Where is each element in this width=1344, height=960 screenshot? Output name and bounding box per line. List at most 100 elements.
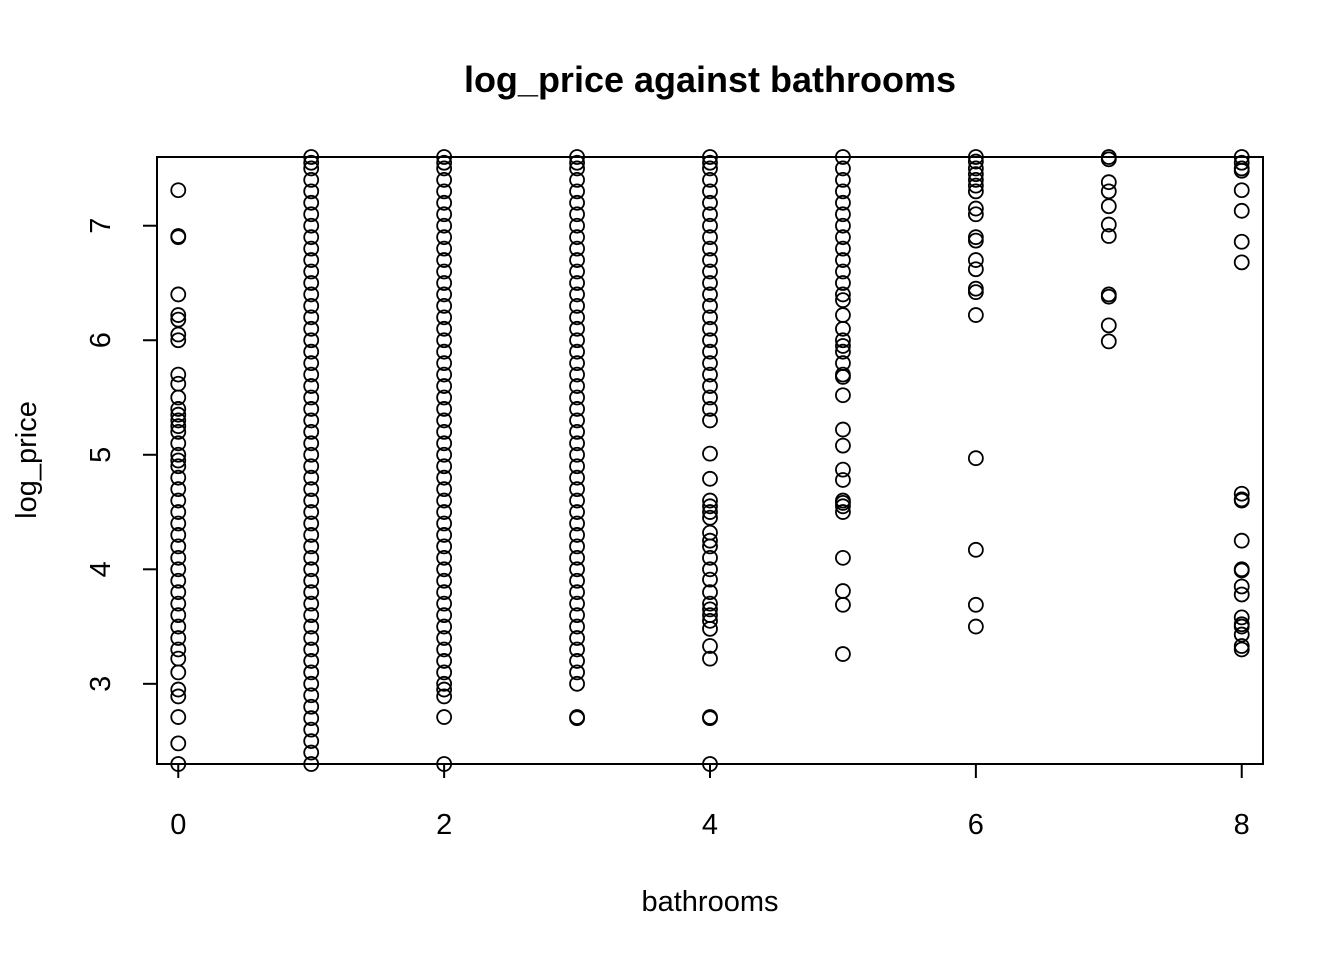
- data-point: [569, 584, 585, 601]
- data-point: [702, 378, 718, 394]
- data-point: [835, 498, 851, 515]
- data-point: [835, 149, 851, 165]
- data-point: [835, 549, 851, 566]
- data-point: [835, 583, 851, 599]
- data-point: [702, 710, 718, 727]
- data-point: [303, 183, 320, 200]
- data-point: [1100, 183, 1117, 200]
- data-point: [170, 401, 187, 417]
- data-point: [835, 194, 851, 211]
- data-point: [1100, 288, 1117, 305]
- data-point: [835, 596, 851, 613]
- data-point: [702, 538, 718, 555]
- data-point: [702, 445, 718, 462]
- data-point: [1233, 618, 1250, 635]
- data-point: [835, 387, 851, 404]
- data-point: [569, 332, 585, 349]
- data-point: [967, 252, 984, 268]
- data-point: [303, 538, 320, 555]
- data-point: [436, 183, 453, 200]
- data-point: [1100, 216, 1117, 233]
- data-point: [303, 515, 320, 532]
- data-point: [303, 332, 320, 349]
- data-point: [170, 406, 187, 423]
- data-point: [170, 332, 187, 349]
- data-point: [303, 492, 320, 509]
- data-point: [569, 492, 585, 509]
- data-point: [1100, 174, 1117, 191]
- data-point: [170, 375, 187, 392]
- data-point: [702, 401, 718, 417]
- data-point: [702, 366, 718, 383]
- data-point: [967, 541, 984, 558]
- data-point: [569, 389, 585, 406]
- data-point: [835, 472, 851, 488]
- data-point: [835, 646, 851, 662]
- data-point: [170, 412, 187, 429]
- data-point: [702, 561, 718, 578]
- data-point: [436, 549, 453, 566]
- data-point: [436, 343, 453, 360]
- data-point: [170, 446, 187, 463]
- data-point: [1233, 586, 1250, 603]
- data-point: [967, 280, 984, 297]
- data-point: [1233, 492, 1250, 509]
- data-point: [436, 515, 453, 532]
- data-point: [569, 297, 585, 314]
- data-point: [1233, 532, 1250, 549]
- data-point: [702, 217, 718, 234]
- data-point: [436, 389, 453, 406]
- data-point: [436, 446, 453, 463]
- data-point: [436, 492, 453, 509]
- data-point: [967, 232, 984, 249]
- data-point: [303, 240, 320, 257]
- data-point: [436, 412, 453, 429]
- data-point: [436, 297, 453, 314]
- data-point: [1100, 317, 1117, 334]
- data-point: [303, 401, 320, 417]
- data-point: [569, 183, 585, 200]
- data-point: [569, 641, 585, 658]
- data-point: [436, 595, 453, 612]
- data-point: [1233, 578, 1250, 595]
- data-point: [569, 561, 585, 578]
- data-point: [702, 275, 718, 291]
- data-point: [967, 172, 984, 188]
- data-point: [702, 252, 718, 268]
- data-point: [436, 469, 453, 486]
- data-point: [835, 183, 851, 200]
- data-point: [303, 149, 320, 165]
- data-point: [569, 549, 585, 566]
- data-point: [436, 172, 453, 188]
- y-tick-label: 5: [85, 447, 117, 463]
- data-point: [303, 710, 320, 727]
- data-point: [303, 584, 320, 601]
- data-point: [436, 435, 453, 452]
- data-point: [702, 504, 718, 520]
- data-point: [569, 527, 585, 543]
- data-point: [1233, 641, 1250, 658]
- y-tick-label: 7: [85, 218, 117, 234]
- data-point: [303, 469, 320, 486]
- data-point: [702, 498, 718, 515]
- data-point: [967, 618, 984, 635]
- data-point: [303, 275, 320, 291]
- data-point: [303, 252, 320, 268]
- data-point: [436, 154, 453, 171]
- data-point: [569, 355, 585, 372]
- data-point: [436, 584, 453, 601]
- data-point: [436, 194, 453, 211]
- data-point: [436, 688, 453, 705]
- data-point: [303, 481, 320, 498]
- data-point: [436, 653, 453, 669]
- data-point: [170, 515, 187, 532]
- data-point: [569, 653, 585, 669]
- x-axis: 0 2 4 6 8: [170, 763, 1250, 841]
- data-point: [303, 504, 320, 520]
- data-point: [436, 664, 453, 681]
- data-point: [569, 469, 585, 486]
- data-point: [702, 595, 718, 612]
- data-point: [569, 446, 585, 463]
- data-point: [436, 641, 453, 658]
- data-point: [170, 584, 187, 601]
